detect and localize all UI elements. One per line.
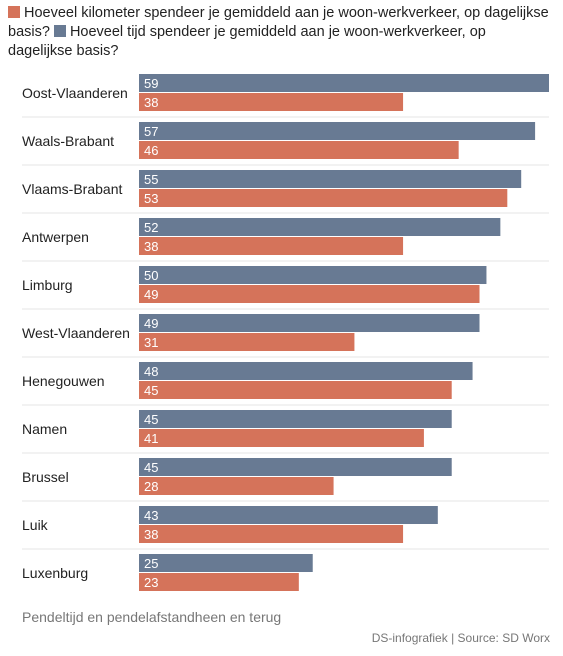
legend-label-time: Hoeveel tijd spendeer je gemiddeld aan j… — [8, 24, 486, 59]
bar-km — [139, 237, 404, 255]
bar-km — [139, 93, 404, 111]
bar-km — [139, 189, 508, 207]
bar-time — [139, 554, 313, 572]
category-label: Vlaams-Brabant — [22, 181, 122, 197]
category-label: Luxenburg — [22, 565, 88, 581]
value-label-time: 59 — [144, 76, 158, 91]
bar-time — [139, 218, 501, 236]
bar-time — [139, 74, 549, 92]
bar-km — [139, 333, 355, 351]
value-label-time: 52 — [144, 220, 158, 235]
bar-time — [139, 506, 438, 524]
value-label-time: 57 — [144, 124, 158, 139]
bar-time — [139, 170, 522, 188]
legend-swatch-time — [53, 25, 66, 37]
category-label: Oost-Vlaanderen — [22, 85, 128, 101]
chart-source: DS-infografiek | Source: SD Worx — [371, 631, 550, 645]
value-label-time: 48 — [144, 364, 158, 379]
value-label-km: 49 — [144, 287, 158, 302]
category-label: Brussel — [22, 469, 69, 485]
bar-time — [139, 314, 480, 332]
bar-km — [139, 477, 334, 495]
category-label: Limburg — [22, 277, 73, 293]
value-label-km: 41 — [144, 431, 158, 446]
bar-km — [139, 381, 452, 399]
value-label-km: 38 — [144, 239, 158, 254]
bar-km — [139, 525, 404, 543]
bar-time — [139, 458, 452, 476]
bar-km — [139, 573, 299, 591]
bar-km — [139, 429, 424, 447]
value-label-km: 28 — [144, 479, 158, 494]
value-label-time: 45 — [144, 460, 158, 475]
bar-chart: Oost-Vlaanderen 59 38 Waals-Brabant 57 46 Vlaa… — [22, 74, 549, 591]
value-label-time: 49 — [144, 316, 158, 331]
bar-time — [139, 122, 536, 140]
value-label-km: 38 — [144, 95, 158, 110]
value-label-km: 38 — [144, 527, 158, 542]
bar-time — [139, 410, 452, 428]
category-label: Waals-Brabant — [22, 133, 114, 149]
value-label-time: 25 — [144, 556, 158, 571]
value-label-km: 23 — [144, 575, 158, 590]
value-label-time: 55 — [144, 172, 158, 187]
legend: Hoeveel kilometer spendeer je gemiddeld … — [8, 4, 553, 61]
bar-km — [139, 285, 480, 303]
legend-swatch-km — [8, 6, 20, 18]
value-label-time: 43 — [144, 508, 158, 523]
value-label-km: 45 — [144, 383, 158, 398]
chart-subtitle: Pendeltijd en pendelafstandheen en terug — [22, 609, 282, 625]
category-label: West-Vlaanderen — [22, 325, 130, 341]
value-label-time: 50 — [144, 268, 158, 283]
category-label: Luik — [22, 517, 49, 533]
bar-km — [139, 141, 459, 159]
category-label: Antwerpen — [22, 229, 89, 245]
category-label: Henegouwen — [22, 373, 105, 389]
value-label-km: 46 — [144, 143, 158, 158]
value-label-time: 45 — [144, 412, 158, 427]
legend-label-km: Hoeveel kilometer spendeer je gemiddeld … — [8, 5, 549, 40]
value-label-km: 31 — [144, 335, 158, 350]
value-label-km: 53 — [144, 191, 158, 206]
category-label: Namen — [22, 421, 67, 437]
bar-time — [139, 266, 487, 284]
bar-time — [139, 362, 473, 380]
